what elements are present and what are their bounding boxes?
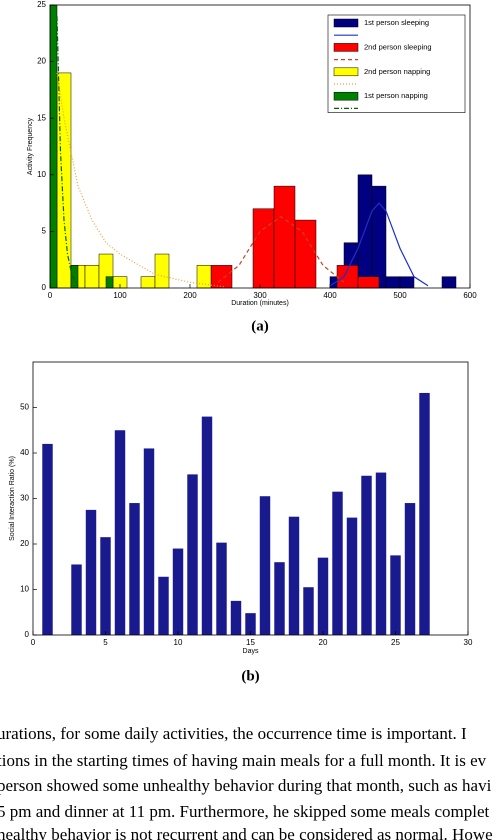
bar: [201, 416, 213, 635]
histogram-bar: [49, 4, 58, 289]
x-tick-label: 5: [103, 638, 108, 647]
body-text-line: healthy behavior is not recurrent and ca…: [0, 825, 493, 840]
bar: [71, 564, 82, 635]
body-text-line: tions in the starting times of having ma…: [0, 751, 487, 770]
y-tick-label: 15: [37, 113, 46, 122]
legend-swatch: [333, 67, 359, 77]
histogram-bar: [385, 276, 401, 289]
y-axis-label: Social Interaction Ratio (%): [9, 456, 16, 541]
x-tick-label: 200: [183, 291, 197, 300]
histogram-bar: [371, 185, 387, 289]
x-tick-label: 600: [463, 291, 477, 300]
y-tick-label: 20: [20, 539, 29, 548]
histogram-bar: [56, 72, 72, 289]
bar: [303, 587, 314, 635]
y-tick-label: 5: [42, 227, 47, 236]
bar: [129, 503, 140, 635]
histogram-bar: [84, 265, 100, 289]
histogram-bar: [294, 219, 317, 289]
x-tick-label: 300: [253, 291, 267, 300]
bar: [42, 443, 53, 635]
y-tick-label: 25: [37, 0, 46, 9]
x-axis-label: Duration (minutes): [231, 300, 289, 307]
x-axis-label: Days: [243, 648, 259, 655]
x-tick-label: 25: [391, 638, 400, 647]
x-tick-label: 30: [464, 638, 473, 647]
y-tick-label: 10: [20, 585, 29, 594]
legend-label: 2nd person sleeping: [364, 42, 432, 51]
y-tick-label: 10: [37, 170, 46, 179]
x-tick-label: 10: [174, 638, 183, 647]
y-tick-label: 0: [25, 630, 30, 639]
bar: [361, 475, 372, 635]
body-text-line: urations, for some daily activities, the…: [0, 724, 467, 743]
bar: [259, 496, 271, 635]
legend-label: 1st person sleeping: [364, 18, 429, 27]
legend-label: 1st person napping: [364, 91, 428, 100]
body-text-line: 5 pm and dinner at 11 pm. Furthermore, h…: [0, 802, 490, 821]
bar: [245, 613, 256, 635]
bar: [317, 557, 329, 635]
histogram-bar: [441, 276, 457, 289]
figure-caption: (a): [251, 318, 269, 334]
legend-swatch: [333, 91, 359, 101]
histogram-bar: [105, 276, 114, 289]
histogram-bar: [273, 185, 296, 289]
x-tick-label: 20: [319, 638, 328, 647]
bar: [230, 600, 242, 635]
x-tick-label: 500: [393, 291, 407, 300]
y-tick-label: 0: [42, 283, 47, 292]
bar: [114, 430, 126, 635]
y-tick-label: 50: [20, 403, 29, 412]
bar: [375, 472, 387, 635]
y-tick-label: 40: [20, 448, 29, 457]
bar: [100, 537, 111, 635]
y-tick-label: 30: [20, 494, 29, 503]
bar: [404, 503, 416, 635]
bar: [143, 448, 155, 635]
histogram-bar: [210, 265, 233, 289]
bar: [346, 517, 358, 635]
bar: [288, 516, 300, 635]
histogram-bar: [154, 253, 170, 289]
bar: [85, 509, 97, 635]
histogram-bar: [357, 276, 380, 289]
x-tick-label: 0: [48, 291, 53, 300]
legend-swatch: [333, 18, 359, 28]
bar: [419, 392, 430, 635]
x-tick-label: 0: [31, 638, 36, 647]
fit-curve: [217, 215, 345, 283]
figure-caption: (b): [241, 668, 259, 684]
body-text-line: person showed some unhealthy behavior du…: [0, 776, 492, 795]
y-tick-label: 20: [37, 57, 46, 66]
bar: [158, 576, 169, 635]
x-tick-label: 400: [323, 291, 337, 300]
bar: [187, 474, 198, 635]
x-tick-label: 15: [246, 638, 255, 647]
bar: [172, 548, 184, 635]
bar: [274, 562, 285, 635]
legend-swatch: [333, 43, 359, 52]
bar: [390, 555, 401, 635]
legend-label: 2nd person napping: [364, 67, 430, 76]
bar: [216, 542, 227, 635]
y-axis-label: Activity Frequency: [27, 117, 34, 175]
histogram-bar: [252, 208, 275, 289]
bar: [332, 491, 343, 635]
x-tick-label: 100: [113, 291, 127, 300]
histogram-bar: [399, 276, 415, 289]
histogram-bar: [140, 276, 156, 289]
fit-curve: [329, 202, 429, 287]
